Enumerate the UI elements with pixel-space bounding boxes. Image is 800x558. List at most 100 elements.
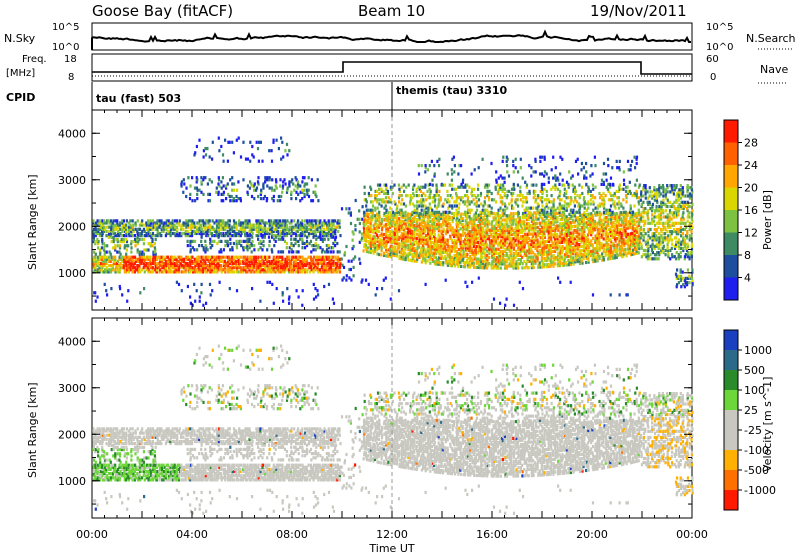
power-cell: [490, 211, 492, 214]
power-cell: [484, 209, 486, 212]
power-cell: [147, 219, 149, 222]
power-cell: [380, 188, 382, 191]
power-cell: [273, 189, 275, 192]
power-cell: [474, 168, 476, 171]
power-cell: [504, 258, 506, 261]
power-cell: [151, 244, 153, 247]
power-cell: [310, 256, 312, 259]
power-cell: [222, 219, 224, 222]
power-cell: [209, 219, 211, 222]
power-cell: [350, 222, 352, 225]
power-cell: [152, 232, 154, 235]
power-cell: [374, 227, 376, 230]
power-cell: [449, 211, 451, 214]
power-cell: [528, 164, 530, 167]
power-cell: [581, 249, 583, 252]
power-cell: [447, 239, 449, 242]
power-cell: [481, 256, 483, 259]
power-cell: [282, 300, 284, 303]
power-cell: [105, 289, 107, 292]
power-cell: [263, 244, 265, 247]
power-cell: [156, 262, 158, 265]
power-cell: [497, 229, 499, 232]
power-cell: [416, 200, 418, 203]
power-cell: [504, 202, 506, 205]
power-cell: [308, 228, 310, 231]
power-cell: [103, 256, 105, 259]
power-cell: [238, 256, 240, 259]
power-cell: [278, 238, 280, 241]
power-cell: [403, 202, 405, 205]
power-cell: [468, 209, 470, 212]
power-cell: [583, 211, 585, 214]
power-cell: [367, 209, 369, 212]
power-cell: [353, 245, 355, 248]
power-cell: [172, 219, 174, 222]
power-cell: [519, 216, 521, 219]
power-cell: [211, 158, 213, 161]
power-cell: [368, 213, 370, 216]
power-cell: [561, 198, 563, 201]
power-cell: [383, 237, 385, 240]
power-cell: [488, 235, 490, 238]
power-cell: [200, 219, 202, 222]
power-cell: [355, 199, 357, 202]
power-cell: [460, 265, 462, 268]
power-cell: [218, 240, 220, 243]
power-cell: [249, 141, 251, 144]
power-cell: [407, 212, 409, 215]
power-cell: [110, 253, 112, 256]
power-cell: [114, 232, 116, 235]
noise-right-tick-top: 10^5: [706, 22, 733, 33]
power-cell: [246, 191, 248, 194]
power-cell: [567, 183, 569, 186]
power-cell: [510, 237, 512, 240]
power-cell: [259, 240, 261, 243]
power-cell: [181, 180, 183, 183]
power-cell: [191, 230, 193, 233]
power-cell: [288, 295, 290, 298]
power-cell: [218, 176, 220, 179]
power-cell: [422, 192, 424, 195]
power-cell: [522, 287, 524, 290]
power-cell: [398, 200, 400, 203]
power-cell: [314, 219, 316, 222]
power-cell: [449, 216, 451, 219]
power-cell: [411, 196, 413, 199]
power-cell: [528, 237, 530, 240]
power-cell: [424, 184, 426, 187]
power-cell: [280, 195, 282, 198]
power-cell: [506, 214, 508, 217]
power-cell: [365, 279, 367, 282]
power-cell: [541, 217, 543, 220]
power-cell: [436, 211, 438, 214]
power-cell: [106, 251, 108, 254]
power-cell: [167, 256, 169, 259]
power-cell: [236, 139, 238, 142]
power-cell: [572, 219, 574, 222]
power-cell: [224, 240, 226, 243]
power-cell: [326, 256, 328, 259]
power-cell: [229, 287, 231, 290]
power-cell: [431, 160, 433, 163]
power-cell: [233, 189, 235, 192]
power-cell: [202, 304, 204, 307]
power-cell: [235, 221, 237, 224]
power-cell: [471, 281, 473, 284]
power-cell: [201, 236, 203, 239]
power-cell: [282, 291, 284, 294]
power-cell: [359, 262, 361, 265]
power-cell: [332, 268, 334, 271]
power-cell: [198, 244, 200, 247]
power-cell: [533, 170, 535, 173]
power-cell: [401, 209, 403, 212]
power-cell: [554, 184, 556, 187]
power-cell: [432, 184, 434, 187]
power-cell: [301, 189, 303, 192]
power-cell: [143, 256, 145, 259]
power-cell: [313, 298, 315, 301]
power-cell: [385, 254, 387, 257]
power-cell: [378, 230, 380, 233]
power-cell: [217, 182, 219, 185]
power-cell: [398, 289, 400, 292]
